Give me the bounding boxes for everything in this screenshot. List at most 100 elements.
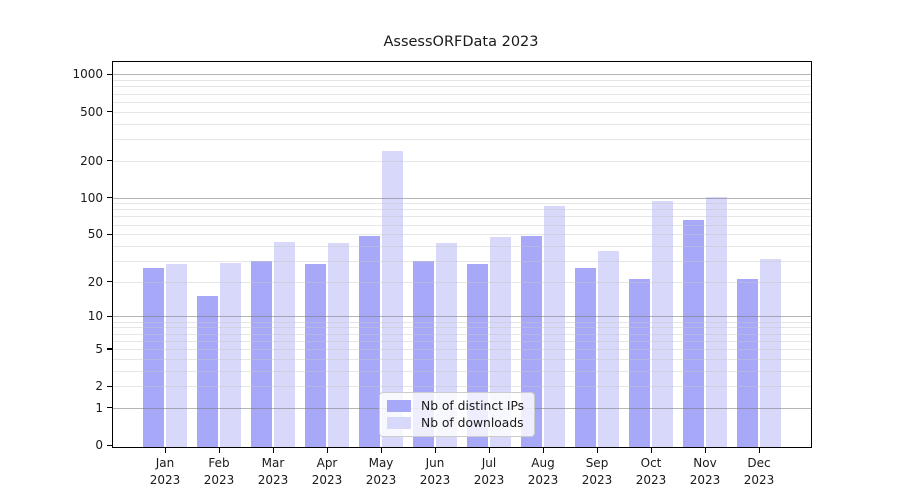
year-label: 2023 <box>149 473 181 487</box>
bar-downloads-aug <box>543 206 565 447</box>
y-tick-label-50: 50 <box>87 227 103 242</box>
gridline-minor-30 <box>113 260 811 262</box>
year-label: 2023 <box>689 473 721 487</box>
gridline-minor-900 <box>113 80 811 82</box>
legend-swatch-downloads <box>387 417 411 429</box>
gridline-minor-400 <box>113 123 811 125</box>
gridline-minor-700 <box>113 93 811 95</box>
x-tick-label-dec: Dec 2023 <box>729 455 789 489</box>
bar-distinct-ips-apr <box>305 264 327 447</box>
bar-downloads-oct <box>651 201 673 447</box>
year-label: 2023 <box>473 473 505 487</box>
x-tick-label-nov: Nov 2023 <box>675 455 735 489</box>
gridline-major-1000 <box>113 74 811 76</box>
legend-item-downloads: Nb of downloads <box>387 416 524 430</box>
bar-downloads-sep <box>597 251 619 447</box>
year-label: 2023 <box>743 473 775 487</box>
legend-label-distinct-ips: Nb of distinct IPs <box>421 399 525 413</box>
x-tick-jun <box>434 448 436 453</box>
bar-distinct-ips-dec <box>737 279 759 447</box>
bar-distinct-ips-sep <box>575 268 597 447</box>
bar-downloads-apr <box>327 243 349 447</box>
x-tick-apr <box>326 448 328 453</box>
x-tick-label-jan: Jan 2023 <box>135 455 195 489</box>
gridline-minor-80 <box>113 209 811 211</box>
gridline-minor-60 <box>113 224 811 226</box>
gridline-minor-500 <box>113 111 811 113</box>
y-tick-label-10: 10 <box>87 309 103 324</box>
gridline-minor-600 <box>113 101 811 103</box>
y-tick-5 <box>107 348 112 350</box>
gridline-minor-40 <box>113 245 811 247</box>
month-label: Dec <box>747 456 771 470</box>
legend-swatch-distinct-ips <box>387 400 411 412</box>
y-tick-label-5: 5 <box>95 341 103 356</box>
y-tick-10 <box>107 315 112 318</box>
x-tick-nov <box>704 448 706 453</box>
year-label: 2023 <box>203 473 235 487</box>
x-tick-jan <box>164 448 166 453</box>
y-tick-label-1000: 1000 <box>72 67 103 82</box>
bar-downloads-may <box>381 151 403 447</box>
chart-title: AssessORFData 2023 <box>383 34 539 50</box>
y-tick-2 <box>107 385 112 387</box>
gridline-minor-200 <box>113 160 811 162</box>
gridline-minor-20 <box>113 281 811 283</box>
month-label: Nov <box>693 456 717 470</box>
gridline-minor-4 <box>113 358 811 360</box>
gridline-minor-2 <box>113 386 811 388</box>
y-tick-200 <box>107 160 112 162</box>
year-label: 2023 <box>581 473 613 487</box>
bar-distinct-ips-oct <box>629 279 651 447</box>
y-tick-20 <box>107 281 112 283</box>
month-label: Jan <box>155 456 175 470</box>
x-tick-label-jun: Jun 2023 <box>405 455 465 489</box>
x-tick-label-mar: Mar 2023 <box>243 455 303 489</box>
x-tick-label-sep: Sep 2023 <box>567 455 627 489</box>
y-tick-label-1: 1 <box>95 400 103 415</box>
gridline-minor-50 <box>113 234 811 236</box>
bar-downloads-feb <box>219 262 241 447</box>
y-tick-1000 <box>107 73 112 76</box>
month-label: Feb <box>208 456 230 470</box>
legend: Nb of distinct IPs Nb of downloads <box>379 392 536 437</box>
y-tick-0 <box>107 444 112 446</box>
y-tick-500 <box>107 111 112 113</box>
month-label: Aug <box>531 456 555 470</box>
y-tick-label-0: 0 <box>95 438 103 452</box>
gridline-minor-3 <box>113 370 811 372</box>
year-label: 2023 <box>311 473 343 487</box>
x-tick-aug <box>542 448 544 453</box>
y-tick-label-2: 2 <box>95 379 103 394</box>
y-tick-100 <box>107 197 112 199</box>
bar-distinct-ips-mar <box>251 260 273 447</box>
bar-distinct-ips-jan <box>143 268 165 447</box>
year-label: 2023 <box>527 473 559 487</box>
month-label: Apr <box>316 456 338 470</box>
month-label: Jun <box>425 456 445 470</box>
x-tick-oct <box>650 448 652 453</box>
y-tick-label-500: 500 <box>80 104 103 119</box>
gridline-minor-800 <box>113 86 811 88</box>
x-tick-label-aug: Aug 2023 <box>513 455 573 489</box>
month-label: Oct <box>640 456 662 470</box>
year-label: 2023 <box>365 473 397 487</box>
x-tick-label-oct: Oct 2023 <box>621 455 681 489</box>
y-tick-50 <box>107 233 112 235</box>
gridline-minor-8 <box>113 327 811 329</box>
gridline-major-100 <box>113 197 811 199</box>
gridline-minor-70 <box>113 216 811 218</box>
legend-label-downloads: Nb of downloads <box>421 416 524 430</box>
plot-area: Nb of distinct IPs Nb of downloads 0 1 2 5 1… <box>72 61 812 487</box>
bar-downloads-dec <box>759 259 781 447</box>
year-label: 2023 <box>257 473 289 487</box>
x-tick-dec <box>758 448 760 453</box>
y-tick-label-200: 200 <box>80 153 103 168</box>
x-tick-jul <box>488 448 490 453</box>
x-tick-label-apr: Apr 2023 <box>297 455 357 489</box>
gridline-minor-90 <box>113 203 811 205</box>
year-label: 2023 <box>635 473 667 487</box>
x-tick-mar <box>272 448 274 453</box>
bar-distinct-ips-nov <box>683 219 705 447</box>
